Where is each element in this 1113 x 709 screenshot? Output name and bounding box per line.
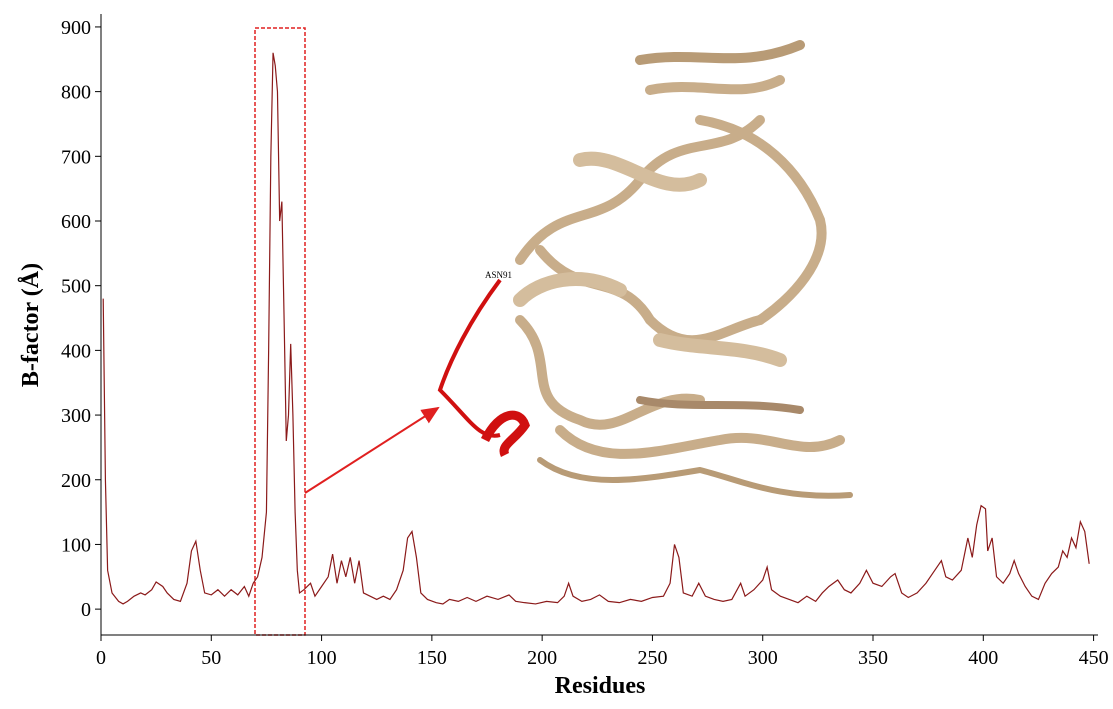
highlight-loop: [437, 278, 502, 438]
x-tick-label: 50: [201, 647, 221, 669]
y-tick-label: 200: [61, 470, 91, 492]
y-tick-label: 800: [61, 82, 91, 104]
arrow: [304, 406, 440, 494]
x-tick-label: 450: [1079, 647, 1109, 669]
x-tick-label: 150: [417, 647, 447, 669]
y-tick-label: 100: [61, 534, 91, 556]
y-tick-label: 600: [61, 211, 91, 233]
y-axis-label: B-factor (Å): [18, 263, 44, 387]
y-tick-label: 400: [61, 340, 91, 362]
x-tick-label: 0: [96, 647, 106, 669]
y-tick-label: 900: [61, 17, 91, 39]
y-tick-label: 700: [61, 146, 91, 168]
x-tick-label: 350: [858, 647, 888, 669]
y-tick-label: 500: [61, 276, 91, 298]
x-tick-label: 250: [637, 647, 667, 669]
x-axis-label: Residues: [555, 673, 646, 699]
highlight-helix: [480, 410, 530, 458]
protein-inset: [513, 40, 853, 499]
highlight-box: [254, 27, 306, 636]
x-tick-label: 200: [527, 647, 557, 669]
data-line: [102, 52, 1090, 605]
x-tick-label: 300: [748, 647, 778, 669]
y-tick-label: 0: [81, 599, 91, 621]
x-tick-label: 400: [968, 647, 998, 669]
y-tick-label: 300: [61, 405, 91, 427]
residue-label: ASN91: [485, 270, 512, 280]
x-tick-label: 100: [307, 647, 337, 669]
